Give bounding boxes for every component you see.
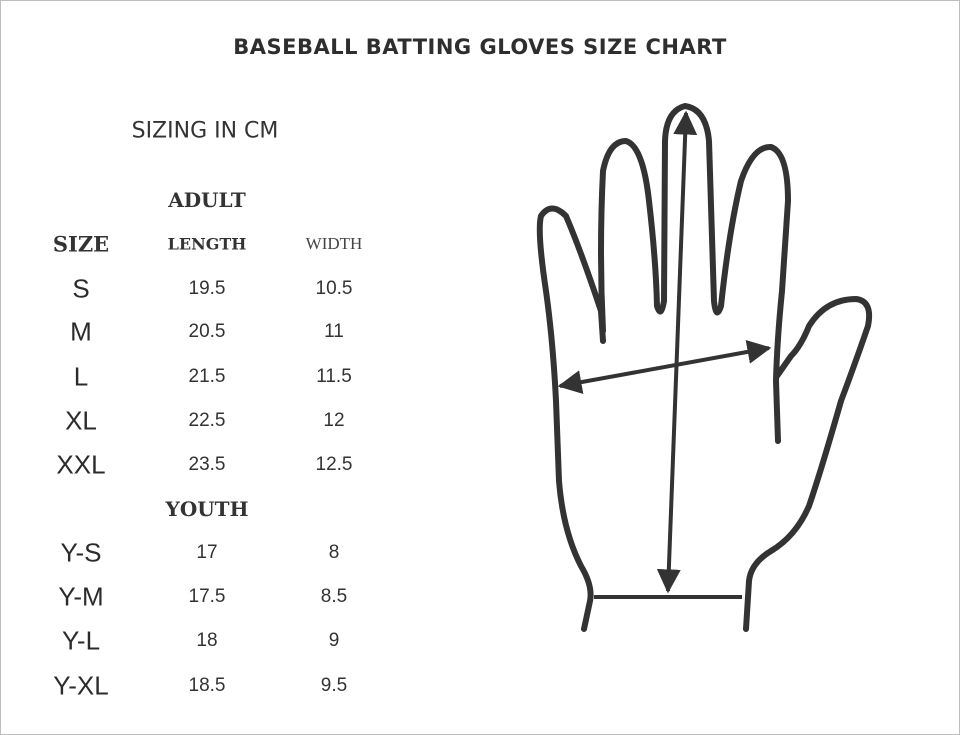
cell-length: 21.5 [188,366,226,387]
header-size: SIZE [52,231,110,257]
cell-length: 17 [196,542,218,563]
length-arrow [656,110,698,594]
cell-width: 10.5 [315,278,353,299]
cell-width: 11.5 [316,366,352,387]
cell-width: 12 [323,410,345,431]
cell-width: 11 [324,321,344,342]
cell-length: 18.5 [188,675,226,696]
cell-size: Y-XL [53,670,109,701]
cell-width: 9 [328,630,340,651]
cell-size: XXL [56,449,106,480]
header-width: WIDTH [305,234,363,253]
header-length: LENGTH [167,234,247,254]
cell-length: 23.5 [188,454,226,475]
cell-length: 19.5 [188,278,226,299]
cell-size: Y-M [58,581,104,612]
units-label: SIZING IN CM [131,118,279,144]
group-label-adult: ADULT [168,188,246,212]
cell-size: S [72,273,90,304]
cell-length: 18 [196,630,218,651]
hand-outline [536,103,873,632]
cell-size: Y-L [61,625,101,656]
cell-width: 8 [328,542,340,563]
cell-size: M [70,316,92,347]
cell-size: Y-S [60,537,102,568]
cell-length: 17.5 [188,586,226,607]
cell-size: XL [65,405,97,436]
cell-width: 9.5 [320,675,348,696]
cell-width: 8.5 [320,586,348,607]
cell-length: 20.5 [188,321,226,342]
chart-title: BASEBALL BATTING GLOVES SIZE CHART [233,35,727,59]
cell-length: 22.5 [188,410,226,431]
group-label-youth: YOUTH [165,497,249,521]
cell-size: L [73,361,89,392]
width-arrow [557,340,772,394]
cell-width: 12.5 [315,454,353,475]
